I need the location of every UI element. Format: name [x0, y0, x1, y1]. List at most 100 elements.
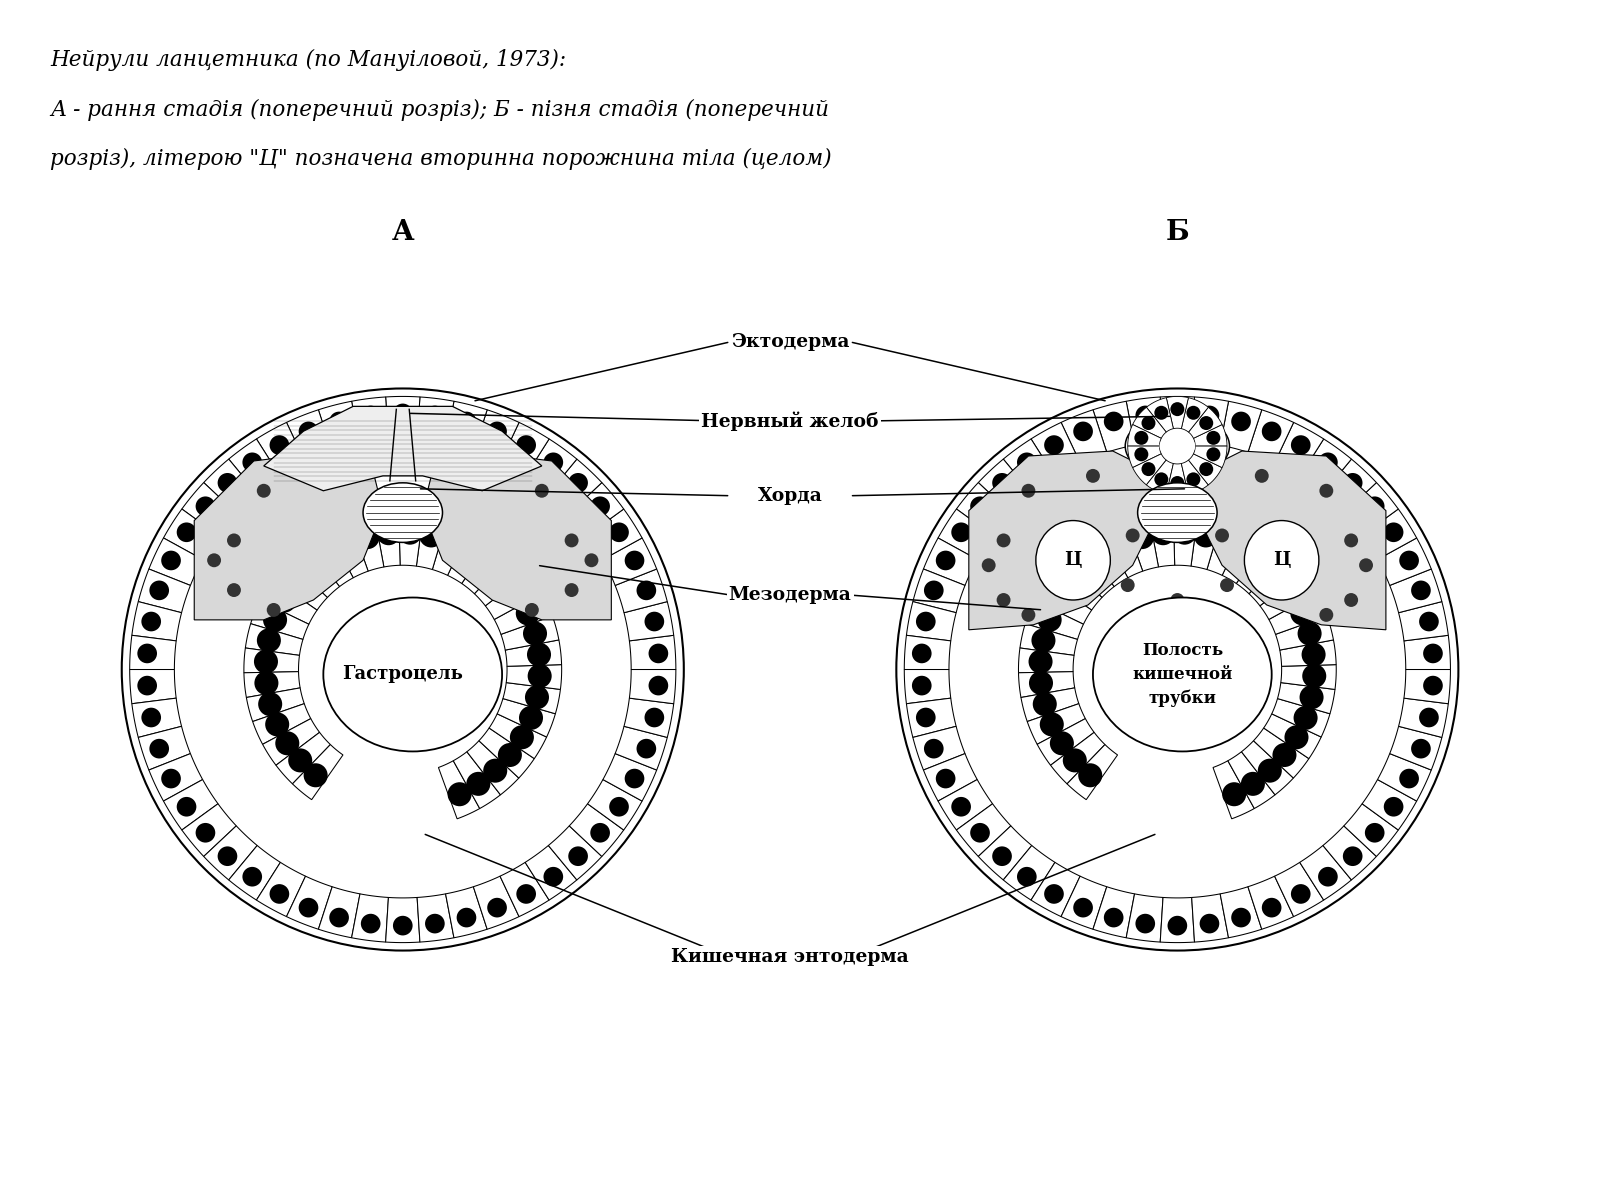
Polygon shape — [1390, 569, 1442, 613]
Circle shape — [506, 582, 530, 606]
Polygon shape — [1027, 703, 1085, 744]
Polygon shape — [525, 439, 578, 493]
Circle shape — [243, 866, 262, 887]
Text: Мезодерма: Мезодерма — [728, 586, 851, 604]
Polygon shape — [1272, 698, 1330, 737]
Circle shape — [1411, 739, 1430, 758]
Circle shape — [590, 823, 610, 842]
Circle shape — [1242, 772, 1266, 796]
Circle shape — [362, 913, 381, 934]
Polygon shape — [1264, 714, 1322, 758]
Polygon shape — [1398, 698, 1448, 738]
Circle shape — [510, 725, 534, 749]
Circle shape — [1154, 406, 1168, 420]
Polygon shape — [938, 780, 992, 830]
Circle shape — [1422, 643, 1443, 664]
Circle shape — [525, 685, 549, 709]
Circle shape — [1104, 412, 1123, 431]
Polygon shape — [1003, 846, 1054, 900]
Circle shape — [267, 602, 280, 617]
Circle shape — [1120, 578, 1134, 592]
Circle shape — [568, 473, 587, 493]
Polygon shape — [418, 894, 454, 942]
Text: Б: Б — [1165, 220, 1189, 246]
Polygon shape — [1299, 439, 1352, 493]
Polygon shape — [1034, 580, 1091, 624]
Text: А: А — [392, 220, 414, 246]
Circle shape — [1075, 568, 1280, 772]
Polygon shape — [1282, 665, 1336, 690]
Circle shape — [477, 551, 501, 575]
Polygon shape — [938, 509, 992, 559]
Polygon shape — [1160, 396, 1195, 442]
Polygon shape — [603, 754, 656, 802]
Circle shape — [466, 772, 490, 796]
Polygon shape — [1194, 425, 1227, 446]
Polygon shape — [418, 397, 454, 445]
Circle shape — [176, 443, 629, 896]
Ellipse shape — [1093, 598, 1272, 751]
Circle shape — [1344, 593, 1358, 607]
Circle shape — [1206, 448, 1221, 461]
Circle shape — [272, 588, 296, 612]
Polygon shape — [501, 863, 549, 917]
Polygon shape — [1362, 780, 1416, 830]
Polygon shape — [448, 526, 493, 583]
Polygon shape — [1344, 482, 1398, 535]
Polygon shape — [1082, 529, 1128, 587]
Polygon shape — [1237, 539, 1286, 594]
Polygon shape — [1192, 894, 1229, 942]
Polygon shape — [1197, 451, 1386, 630]
Polygon shape — [1046, 559, 1102, 610]
Polygon shape — [1019, 672, 1075, 697]
Text: А - рання стадія (поперечний розріз); Б - пізня стадія (поперечний: А - рання стадія (поперечний розріз); Б … — [50, 98, 829, 121]
Circle shape — [258, 692, 282, 716]
Circle shape — [1126, 528, 1139, 542]
Polygon shape — [130, 670, 176, 703]
Circle shape — [1299, 685, 1323, 709]
Polygon shape — [1147, 460, 1173, 494]
Text: Ц: Ц — [1064, 551, 1082, 569]
Polygon shape — [275, 732, 330, 784]
Polygon shape — [1299, 846, 1352, 900]
Circle shape — [1358, 558, 1373, 572]
Text: Хорда: Хорда — [758, 487, 822, 505]
Polygon shape — [570, 804, 624, 857]
Polygon shape — [264, 407, 542, 491]
Circle shape — [1320, 608, 1333, 622]
Circle shape — [301, 568, 506, 772]
Circle shape — [1194, 523, 1218, 547]
Circle shape — [624, 769, 645, 788]
Polygon shape — [923, 538, 978, 586]
Polygon shape — [907, 698, 957, 738]
Circle shape — [275, 731, 299, 755]
Circle shape — [1074, 421, 1093, 442]
Circle shape — [1086, 469, 1099, 482]
Circle shape — [394, 916, 413, 936]
Circle shape — [176, 522, 197, 542]
Polygon shape — [138, 726, 190, 770]
Polygon shape — [629, 670, 675, 703]
Circle shape — [1342, 473, 1363, 493]
Polygon shape — [318, 887, 360, 937]
Circle shape — [648, 676, 669, 696]
Circle shape — [1272, 743, 1296, 767]
Polygon shape — [904, 670, 950, 703]
Polygon shape — [1067, 744, 1117, 799]
Circle shape — [1045, 884, 1064, 904]
Circle shape — [637, 739, 656, 758]
Circle shape — [206, 553, 221, 568]
Polygon shape — [624, 698, 674, 738]
Polygon shape — [1126, 397, 1163, 445]
Circle shape — [912, 643, 931, 664]
Polygon shape — [398, 511, 424, 566]
Circle shape — [1320, 484, 1333, 498]
Ellipse shape — [1245, 521, 1318, 600]
Circle shape — [299, 556, 323, 580]
Polygon shape — [350, 514, 384, 571]
Polygon shape — [432, 517, 470, 575]
Ellipse shape — [363, 482, 443, 542]
Circle shape — [1018, 452, 1037, 472]
Circle shape — [218, 473, 237, 493]
Circle shape — [1400, 551, 1419, 570]
